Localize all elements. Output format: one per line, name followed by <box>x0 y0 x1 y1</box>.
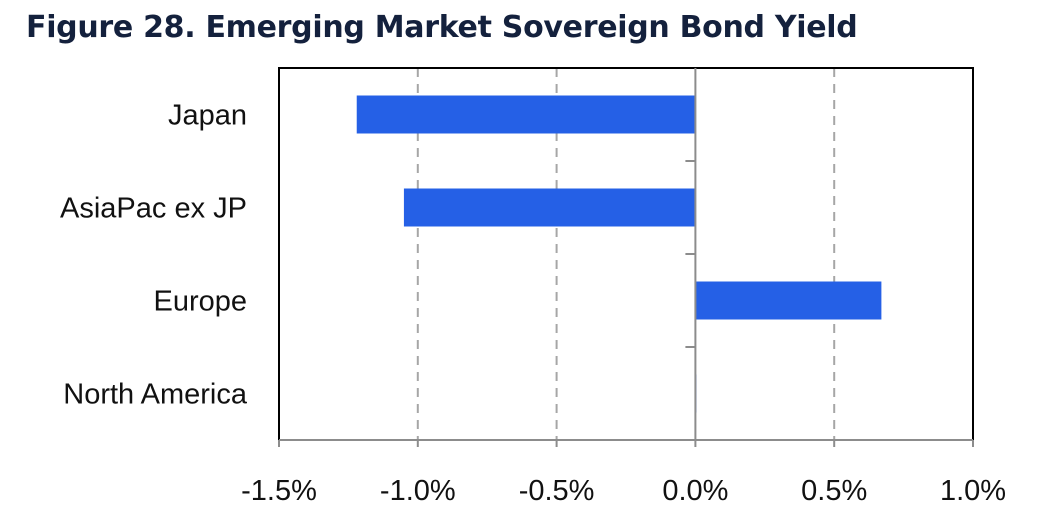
x-tick-label-4: 0.5% <box>801 475 867 507</box>
tick-labels: -1.5% -1.0% -0.5% 0.0% 0.5% 1.0% <box>241 475 1006 507</box>
chart-title: Figure 28. Emerging Market Sovereign Bon… <box>26 10 858 45</box>
bar-0 <box>356 95 696 134</box>
x-tick-label-3: 0.0% <box>662 475 728 507</box>
axes <box>278 67 974 447</box>
category-label-2: Europe <box>153 286 247 318</box>
category-label-0: Japan <box>168 100 247 132</box>
gridlines <box>416 68 836 440</box>
bar-2 <box>695 281 882 320</box>
x-tick-label-5: 1.0% <box>940 475 1006 507</box>
x-tick-label-0: -1.5% <box>241 475 317 507</box>
plot-frame <box>278 67 974 440</box>
bar-1 <box>403 188 696 227</box>
x-tick-label-2: -0.5% <box>519 475 595 507</box>
x-tick-label-1: -1.0% <box>380 475 456 507</box>
category-label-3: North America <box>63 379 248 411</box>
bars <box>356 95 882 413</box>
category-labels: Japan AsiaPac ex JP Europe North America <box>60 100 248 411</box>
category-label-1: AsiaPac ex JP <box>60 193 247 225</box>
